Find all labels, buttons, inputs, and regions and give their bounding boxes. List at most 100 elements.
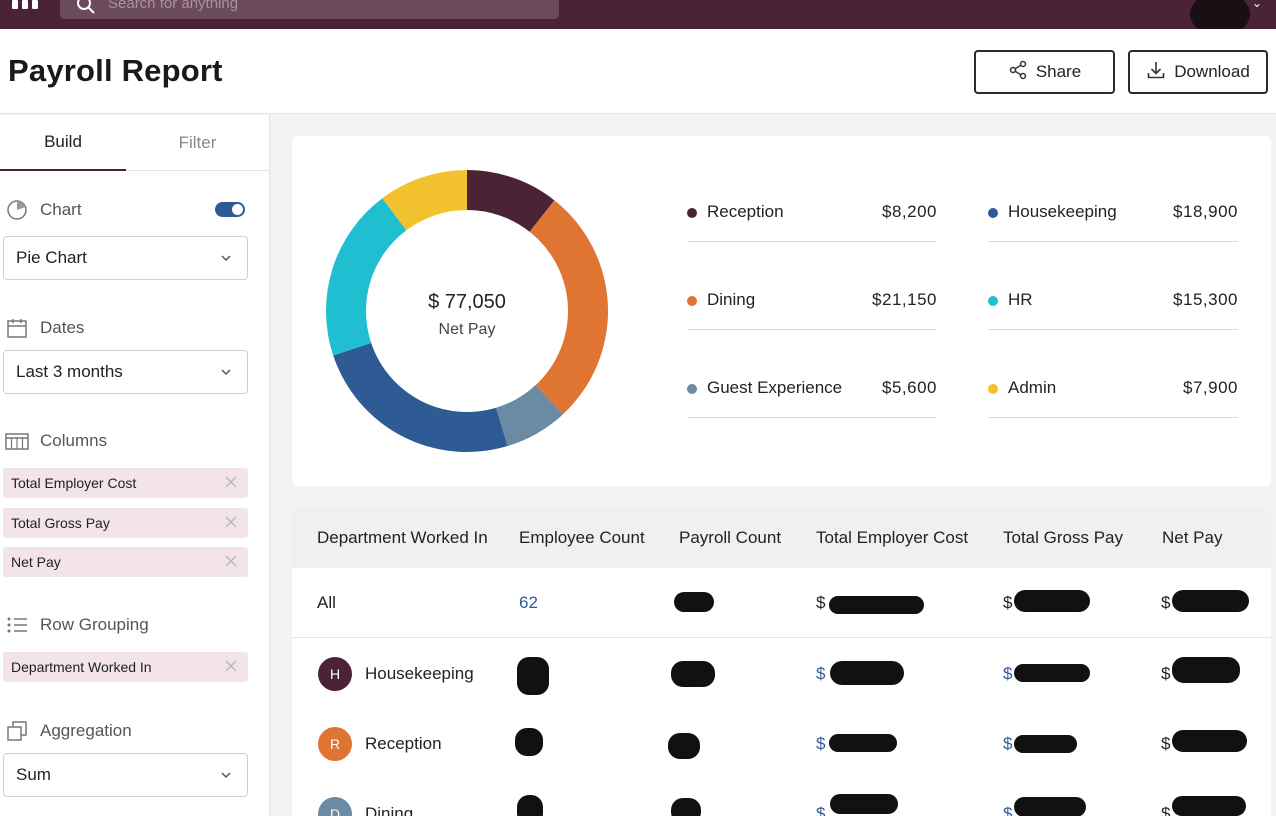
close-icon[interactable] xyxy=(224,515,238,532)
currency-symbol: $ xyxy=(1003,664,1013,683)
redacted-value xyxy=(829,734,897,752)
legend-name: Reception xyxy=(707,202,784,221)
column-header[interactable]: Payroll Count xyxy=(679,528,782,547)
report-builder-sidebar: Build Filter Chart Pie Chart Dates Last … xyxy=(0,115,270,816)
share-button[interactable]: Share xyxy=(974,50,1115,94)
chart-label: Chart xyxy=(40,200,82,219)
chevron-down-icon xyxy=(219,767,233,787)
donut-slice-reception[interactable] xyxy=(467,170,555,232)
calendar-icon xyxy=(4,317,30,339)
table-row[interactable]: H Housekeeping $ $ $ xyxy=(292,639,1271,709)
legend-name: Guest Experience xyxy=(707,378,843,397)
legend-item-dining[interactable]: Dining $21,150 xyxy=(687,266,937,330)
table-row[interactable]: D Dining $ $ $ xyxy=(292,779,1271,816)
redacted-value xyxy=(1014,735,1077,753)
redacted-value xyxy=(830,661,904,685)
tab-build[interactable]: Build xyxy=(0,115,126,171)
redacted-value xyxy=(517,657,549,695)
avatar: D xyxy=(318,797,352,816)
legend-item-admin[interactable]: Admin $7,900 xyxy=(988,354,1238,418)
columns-icon xyxy=(4,431,30,451)
column-header[interactable]: Total Gross Pay xyxy=(1003,528,1123,547)
table-row-all[interactable]: All 62 $ $ $ xyxy=(292,568,1271,638)
column-chip[interactable]: Total Gross Pay xyxy=(3,508,248,538)
column-header[interactable]: Total Employer Cost xyxy=(816,528,969,547)
copy-icon xyxy=(4,720,30,742)
table-header-row: Department Worked In Employee Count Payr… xyxy=(292,508,1271,568)
chart-type-select[interactable]: Pie Chart xyxy=(3,236,248,280)
legend-dot xyxy=(687,296,697,306)
currency-symbol: $ xyxy=(816,734,826,753)
chart-type-value: Pie Chart xyxy=(16,248,87,267)
donut-center-label: Net Pay xyxy=(439,321,496,338)
donut-slice-dining[interactable] xyxy=(529,200,608,415)
column-chip[interactable]: Total Employer Cost xyxy=(3,468,248,498)
currency-symbol: $ xyxy=(1003,593,1013,612)
donut-slice-admin[interactable] xyxy=(382,170,467,231)
column-header[interactable]: Employee Count xyxy=(519,528,645,547)
pie-chart-icon xyxy=(4,199,30,221)
tab-filter[interactable]: Filter xyxy=(178,133,217,152)
chart-card: $ 77,050 Net Pay Reception $8,200 Housek… xyxy=(292,136,1271,486)
legend-item-guest-experience[interactable]: Guest Experience $5,600 xyxy=(687,354,937,418)
chevron-down-icon[interactable]: ⌄ xyxy=(1252,0,1263,10)
dates-value: Last 3 months xyxy=(16,362,123,381)
avatar: H xyxy=(318,657,352,691)
currency-symbol: $ xyxy=(1161,804,1171,816)
employee-count-cell[interactable]: 62 xyxy=(519,593,538,612)
column-chip[interactable]: Net Pay xyxy=(3,547,248,577)
department-cell: Dining xyxy=(365,804,414,816)
column-chip-label: Total Gross Pay xyxy=(11,515,110,531)
redacted-value xyxy=(1172,730,1247,752)
search-input[interactable]: Search for anything xyxy=(60,0,559,19)
redacted-value xyxy=(830,794,898,814)
close-icon[interactable] xyxy=(224,659,238,676)
sidebar-tabs: Build Filter xyxy=(0,115,269,171)
legend-name: HR xyxy=(1008,290,1033,309)
chart-toggle[interactable] xyxy=(215,202,245,217)
redacted-value xyxy=(671,798,701,816)
legend-dot xyxy=(988,208,998,218)
legend-name: Housekeeping xyxy=(1008,202,1117,221)
list-icon xyxy=(4,615,30,635)
legend-item-reception[interactable]: Reception $8,200 xyxy=(687,178,937,242)
legend-value: $15,300 xyxy=(1173,290,1238,309)
close-icon[interactable] xyxy=(224,554,238,571)
column-header[interactable]: Department Worked In xyxy=(317,528,488,547)
redacted-value xyxy=(515,728,543,756)
redacted-value xyxy=(1172,590,1249,612)
currency-symbol: $ xyxy=(1161,734,1171,753)
legend-dot xyxy=(687,384,697,394)
legend-item-housekeeping[interactable]: Housekeeping $18,900 xyxy=(988,178,1238,242)
legend-value: $8,200 xyxy=(882,202,937,221)
column-chip-label: Total Employer Cost xyxy=(11,475,137,491)
department-cell: Housekeeping xyxy=(365,664,474,683)
donut-slice-hr[interactable] xyxy=(326,198,407,356)
currency-symbol: $ xyxy=(1161,664,1171,683)
row-grouping-chip[interactable]: Department Worked In xyxy=(3,652,248,682)
department-cell: All xyxy=(317,593,336,612)
aggregation-select[interactable]: Sum xyxy=(3,753,248,797)
redacted-value xyxy=(668,733,700,759)
download-button[interactable]: Download xyxy=(1128,50,1268,94)
legend-dot xyxy=(988,384,998,394)
currency-symbol: $ xyxy=(816,804,826,816)
chevron-down-icon xyxy=(219,364,233,384)
dates-select[interactable]: Last 3 months xyxy=(3,350,248,394)
close-icon[interactable] xyxy=(224,475,238,492)
chevron-down-icon xyxy=(219,250,233,270)
net-pay-donut-chart: $ 77,050 Net Pay xyxy=(326,170,608,452)
table-row[interactable]: R Reception $ $ $ xyxy=(292,709,1271,779)
redacted-value xyxy=(674,592,714,612)
row-grouping-chip-label: Department Worked In xyxy=(11,659,152,675)
page-header: Payroll Report Share Download xyxy=(0,29,1276,114)
legend-item-hr[interactable]: HR $15,300 xyxy=(988,266,1238,330)
column-header[interactable]: Net Pay xyxy=(1162,528,1223,547)
donut-slice-housekeeping[interactable] xyxy=(333,342,508,452)
bar-logo-icon[interactable] xyxy=(12,0,40,12)
donut-slice-guest-experience[interactable] xyxy=(496,385,563,447)
dates-label: Dates xyxy=(40,318,85,337)
redacted-value xyxy=(1014,797,1086,816)
dates-section-label: Dates xyxy=(0,317,84,339)
redacted-value xyxy=(671,661,715,687)
